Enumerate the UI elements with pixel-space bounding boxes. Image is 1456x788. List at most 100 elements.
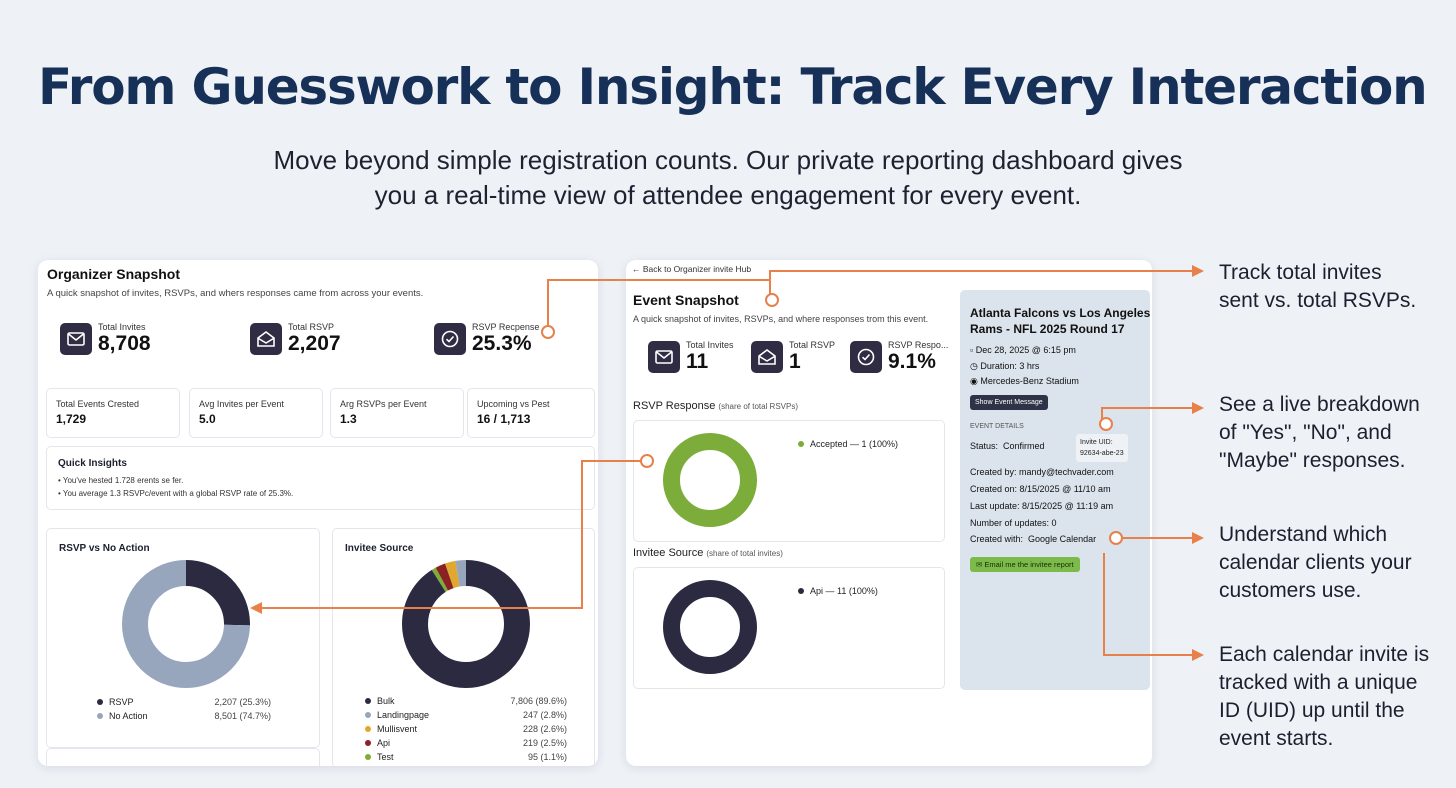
check-circle-icon xyxy=(434,323,466,355)
legend-value: 8,501 (74.7%) xyxy=(214,711,271,721)
rsvp-vs-no-action-chart: RSVP vs No Action RSVP 2,207 (25.3%) No A… xyxy=(46,528,320,748)
legend-label: Api — 11 (100%) xyxy=(810,586,878,596)
uid-value: 92634-abe-23 xyxy=(1080,450,1124,457)
marker-dot xyxy=(765,293,779,307)
marker-dot xyxy=(1109,531,1123,545)
stat-value: 5.0 xyxy=(199,412,216,426)
mail-icon: ✉ xyxy=(976,560,983,569)
callout-line: "Maybe" responses. xyxy=(1219,449,1406,472)
callout-line: calendar clients your xyxy=(1219,551,1412,574)
kpi-total-invites: Total Invites 8,708 xyxy=(60,322,151,356)
location-pin-icon: ◉ xyxy=(970,376,978,386)
stat-upcoming-vs-past: Upcoming vs Pest 16 / 1,713 xyxy=(467,388,595,438)
open-envelope-icon xyxy=(751,341,783,373)
legend-bulk: Bulk 7,806 (89.6%) xyxy=(365,696,567,706)
kpi-event-rsvp: Total RSVP 1 xyxy=(751,340,835,374)
rsvp-response-heading: RSVP Response (share of total RSVPs) xyxy=(633,400,798,412)
connector-breakdown xyxy=(262,460,642,609)
legend-label: Landingpage xyxy=(377,710,430,720)
insight-line: • You average 1.3 RSVPc/event with a glo… xyxy=(58,489,294,498)
callout-line: sent vs. total RSVPs. xyxy=(1219,289,1417,312)
legend-value: 95 (1.1%) xyxy=(527,752,567,762)
legend-dot xyxy=(97,713,103,719)
stat-label: Total Events Crested xyxy=(56,399,140,409)
connector-rsvp xyxy=(1101,407,1192,424)
heading-text: Invitee Source xyxy=(633,547,704,559)
callout-line: ID (UID) up until the xyxy=(1219,699,1405,722)
legend-landingpage: Landingpage 247 (2.8%) xyxy=(365,710,567,720)
kpi-value: 8,708 xyxy=(98,332,151,355)
kpi-value: 9.1% xyxy=(888,350,936,373)
rsvp-donut xyxy=(122,560,250,688)
event-name-line-2: Rams - NFL 2025 Round 17 xyxy=(970,322,1125,336)
legend-value: 219 (2.5%) xyxy=(522,738,567,748)
subline: Move beyond simple registration counts. … xyxy=(200,143,1256,213)
kpi-label: RSVP Respo... xyxy=(888,340,949,350)
legend-value: 228 (2.6%) xyxy=(522,724,567,734)
back-link[interactable]: ← Back to Organizer invite Hub xyxy=(632,264,752,274)
marker-dot xyxy=(1099,417,1113,431)
clock-icon: ◷ xyxy=(970,361,978,371)
email-report-button[interactable]: ✉ Email me the invitee report xyxy=(970,557,1080,572)
event-duration-text: Duration: 3 hrs xyxy=(980,361,1040,371)
event-duration: ◷ Duration: 3 hrs xyxy=(970,361,1039,372)
kpi-value: 1 xyxy=(789,350,801,373)
quick-insights-title: Quick Insights xyxy=(58,458,127,469)
kpi-total-rsvp: Total RSVP 2,207 xyxy=(250,322,341,356)
chart-title: Invitee Source xyxy=(345,543,414,554)
show-event-message-button[interactable]: Show Event Message xyxy=(970,395,1048,410)
invitee-source-heading: Invitee Source (share of total invites) xyxy=(633,547,783,559)
arrowhead xyxy=(1192,649,1204,661)
legend-label: Bulk xyxy=(377,696,395,706)
donut-slice xyxy=(122,560,250,688)
stat-label: Arg RSVPs per Event xyxy=(340,399,427,409)
headline: From Guesswork to Insight: Track Every I… xyxy=(38,58,1428,116)
legend-rsvp: RSVP 2,207 (25.3%) xyxy=(97,697,271,707)
marker-dot xyxy=(640,454,654,468)
event-details-heading: EVENT DETAILS xyxy=(970,423,1024,430)
envelope-icon xyxy=(648,341,680,373)
heading-sub: (share of total RSVPs) xyxy=(718,402,799,411)
callout-line: customers use. xyxy=(1219,579,1362,602)
callout-breakdown: See a live breakdown of "Yes", "No", and… xyxy=(1219,391,1420,475)
kpi-event-invites: Total Invites 11 xyxy=(648,340,734,374)
created-by: Created by: mandy@techvader.com xyxy=(970,467,1114,477)
arrowhead xyxy=(1192,402,1204,414)
status-value: Confirmed xyxy=(1003,441,1045,451)
status-row: Status: Confirmed xyxy=(970,441,1045,451)
status-label: Status: xyxy=(970,441,999,451)
stat-value: 1,729 xyxy=(56,412,87,426)
legend-dot xyxy=(365,698,371,704)
legend-dot xyxy=(798,588,804,594)
subline-line-1: Move beyond simple registration counts. … xyxy=(273,145,1183,175)
callout-line: event starts. xyxy=(1219,727,1334,750)
stat-avg-rsvps: Arg RSVPs per Event 1.3 xyxy=(330,388,464,438)
stat-total-events: Total Events Crested 1,729 xyxy=(46,388,180,438)
legend-label: Accepted — 1 (100%) xyxy=(810,439,899,449)
legend-label: Test xyxy=(377,752,394,762)
callout-invites: Track total invites sent vs. total RSVPs… xyxy=(1219,259,1416,315)
stat-value: 16 / 1,713 xyxy=(477,412,531,426)
stat-label: Upcoming vs Pest xyxy=(477,399,550,409)
event-venue: ◉ Mercedes-Benz Stadium xyxy=(970,376,1079,387)
connector-invites xyxy=(547,270,1192,330)
created-with-row: Created with: Google Calendar xyxy=(970,534,1096,544)
legend-dot xyxy=(365,754,371,760)
kpi-label: Total RSVP xyxy=(789,340,836,350)
event-venue-text: Mercedes-Benz Stadium xyxy=(980,376,1079,386)
kpi-value: 2,207 xyxy=(288,332,341,355)
event-details-panel: Atlanta Falcons vs Los Angeles Rams - NF… xyxy=(960,290,1150,690)
legend-value: 7,806 (89.6%) xyxy=(510,696,567,706)
callout-line: of "Yes", "No", and xyxy=(1219,421,1392,444)
kpi-label: Total Invites xyxy=(98,322,146,332)
event-date-text: Dec 28, 2025 @ 6:15 pm xyxy=(975,345,1076,355)
legend-dot xyxy=(365,726,371,732)
legend-dot xyxy=(97,699,103,705)
check-circle-icon xyxy=(850,341,882,373)
legend-value: 2,207 (25.3%) xyxy=(214,697,271,707)
email-report-label: Email me the invitee report xyxy=(984,560,1074,569)
insight-line: • You've hested 1.728 erents se fer. xyxy=(58,476,184,485)
connector-uid xyxy=(1103,553,1192,656)
invitee-source-chart: Invitee Source Bulk 7,806 (89.6%) Landing… xyxy=(332,528,595,766)
